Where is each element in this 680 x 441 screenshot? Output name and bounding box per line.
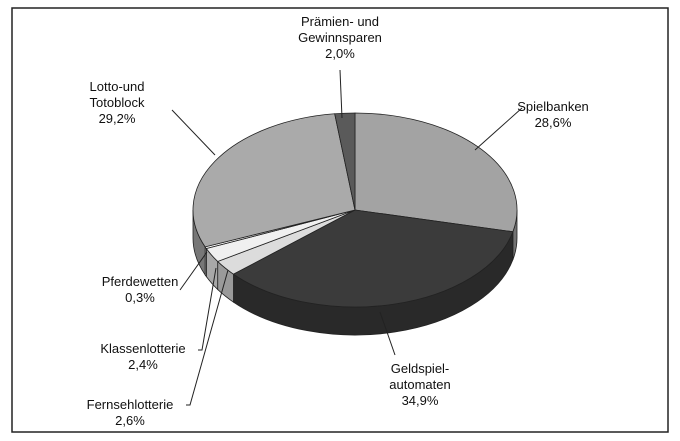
slice-label: Lotto-und Totoblock 29,2% <box>90 79 145 127</box>
value-label: 28,6% <box>534 115 572 130</box>
category-label: Prämien- und Gewinnsparen <box>298 14 382 45</box>
leader-line <box>171 109 216 156</box>
slice <box>334 112 356 211</box>
category-label: Spielbanken <box>517 99 589 114</box>
leader-line <box>339 69 343 119</box>
value-label: 2,6% <box>115 413 145 428</box>
leader-line <box>379 311 396 356</box>
leader-line <box>186 269 229 406</box>
slice-label: Pferdewetten 0,3% <box>102 274 179 306</box>
slice <box>192 113 356 248</box>
slice-label: Prämien- und Gewinnsparen 2,0% <box>298 14 382 62</box>
slice-label: Fernsehlotterie 2,6% <box>87 397 174 429</box>
slice <box>232 209 514 308</box>
value-label: 2,0% <box>325 46 355 61</box>
value-label: 2,4% <box>128 357 158 372</box>
category-label: Geldspiel- automaten <box>389 361 451 392</box>
slice-label: Geldspiel- automaten 34,9% <box>389 361 450 409</box>
category-label: Pferdewetten <box>101 274 179 289</box>
slice <box>354 112 518 233</box>
leader-line <box>474 107 523 151</box>
category-label: Lotto-und Totoblock <box>89 79 145 110</box>
value-label: 34,9% <box>401 393 439 408</box>
leader-line <box>179 251 208 291</box>
category-label: Fernsehlotterie <box>86 397 174 412</box>
slice-label: Klassenlotterie 2,4% <box>100 341 185 373</box>
slice-label: Spielbanken 28,6% <box>517 99 589 131</box>
frame <box>11 7 669 433</box>
value-label: 0,3% <box>125 290 155 305</box>
value-label: 29,2% <box>98 111 136 126</box>
category-label: Klassenlotterie <box>100 341 186 356</box>
leader-line <box>198 267 217 351</box>
